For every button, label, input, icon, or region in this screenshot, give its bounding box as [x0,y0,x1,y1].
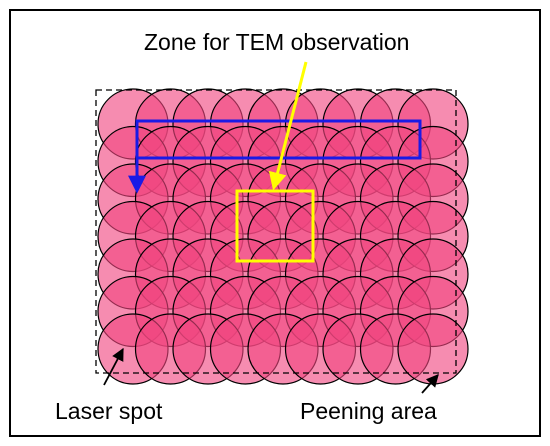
peening-area-label: Peening area [300,398,437,424]
laser-spot-arrow [103,347,124,386]
laser-spot-grid [97,88,469,385]
laser-spot-label: Laser spot [55,398,163,424]
peening-area-border [95,89,457,374]
tem-zone-label: Zone for TEM observation [144,29,409,55]
tem-zone-arrow [268,61,308,191]
peening-area-arrow [421,374,439,394]
tem-zone-box [235,189,315,263]
scan-path [135,119,422,160]
